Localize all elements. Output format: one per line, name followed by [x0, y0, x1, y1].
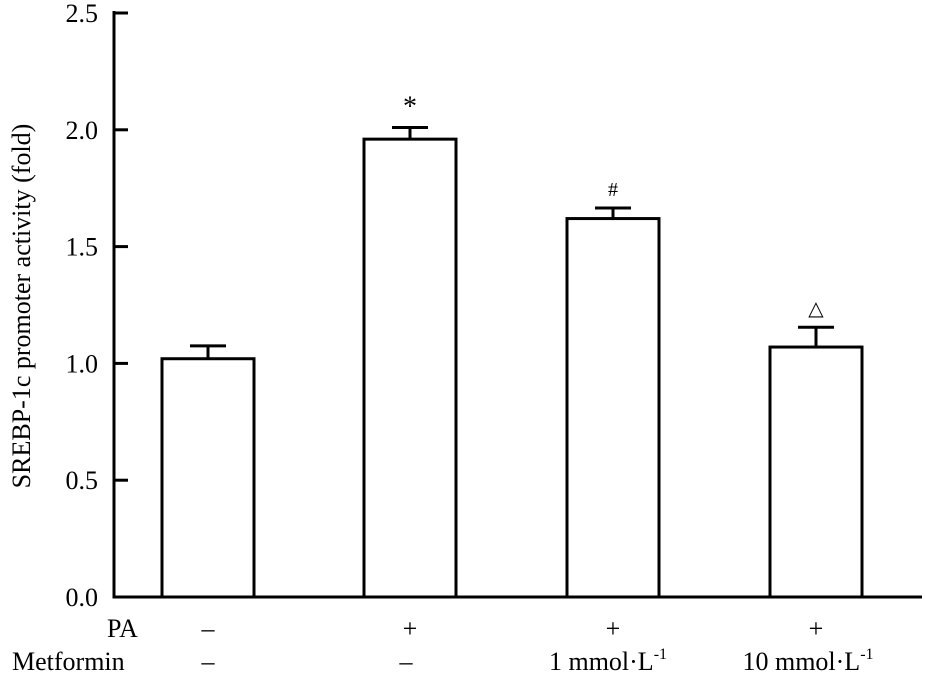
- y-tick-label: 0.0: [66, 583, 99, 612]
- y-tick-label: 1.0: [66, 349, 99, 378]
- pa-row-value: +: [403, 614, 418, 643]
- y-tick-label: 0.5: [66, 466, 99, 495]
- metformin-row-value: –: [201, 647, 216, 676]
- pa-row-value: +: [809, 614, 824, 643]
- metformin-row-value: 10 mmol·L-1: [742, 646, 873, 676]
- bar: [160, 357, 256, 599]
- treatment-rows: PA Metformin – + + + – – 1 mmol·L-1 10 mmol·L-1: [12, 614, 874, 676]
- y-tick-label: 2.0: [66, 116, 99, 145]
- bar: [768, 345, 864, 599]
- significance-mark: #: [608, 179, 618, 201]
- metformin-row-value: –: [399, 647, 414, 676]
- pa-row-value: +: [606, 614, 621, 643]
- significance-mark: *: [403, 91, 417, 122]
- bars: [160, 137, 864, 599]
- bar: [362, 137, 458, 599]
- y-tick-label: 2.5: [66, 0, 99, 28]
- bar: [565, 217, 661, 599]
- significance-mark: △: [808, 298, 824, 320]
- y-axis-label: SREBP-1c promoter activity (fold): [7, 124, 36, 489]
- significance-marks: * # △: [403, 91, 824, 320]
- metformin-row-label: Metformin: [12, 647, 125, 676]
- y-ticks: 0.0 0.5 1.0 1.5 2.0 2.5: [66, 0, 128, 612]
- pa-row-value: –: [201, 614, 216, 643]
- pa-row-label: PA: [107, 614, 138, 643]
- metformin-row-value: 1 mmol·L-1: [549, 646, 667, 676]
- error-bars: [190, 125, 834, 359]
- y-tick-label: 1.5: [66, 233, 99, 262]
